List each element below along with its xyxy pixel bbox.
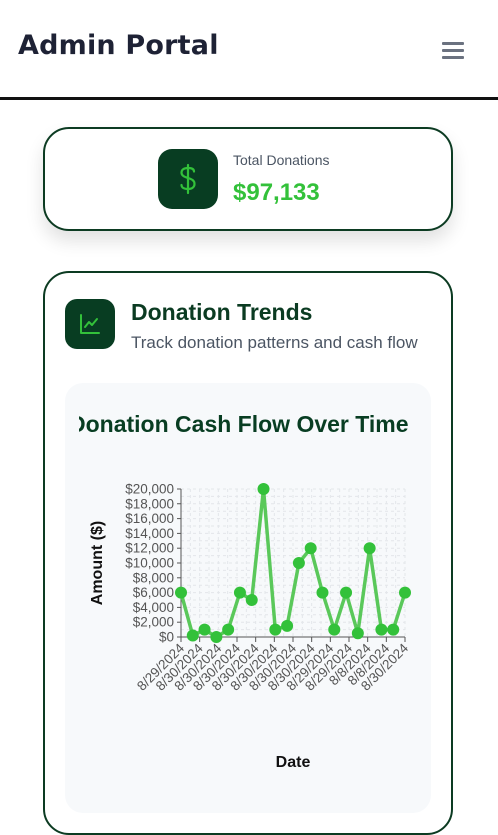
section-title: Donation Trends	[131, 299, 313, 325]
total-donations-card: Total Donations $97,133	[43, 127, 453, 231]
y-tick-label: $20,000	[125, 482, 174, 497]
data-point	[304, 542, 317, 555]
data-point	[340, 586, 353, 599]
data-point	[257, 483, 270, 495]
data-point	[269, 623, 282, 636]
stat-value: $97,133	[233, 179, 320, 206]
chart-panel: Donation Cash Flow Over Time $0 $2,000 $4,…	[65, 383, 431, 813]
y-tick-label: $4,000	[133, 600, 174, 615]
y-tick-label: $14,000	[125, 526, 174, 541]
x-axis-label: Date	[276, 754, 311, 771]
y-tick-label: $16,000	[125, 511, 174, 526]
line-chart-icon	[65, 299, 115, 349]
data-point	[245, 594, 258, 606]
dollar-icon	[158, 149, 218, 209]
data-point	[387, 623, 400, 636]
app-title: Admin Portal	[18, 30, 219, 61]
data-point	[175, 586, 187, 599]
y-tick-label: $18,000	[125, 496, 174, 511]
data-point	[292, 557, 305, 569]
y-tick-label: $0	[159, 630, 174, 645]
data-point	[281, 619, 294, 632]
data-point	[186, 629, 199, 642]
data-point	[198, 623, 211, 636]
data-point	[222, 623, 235, 636]
data-point	[363, 542, 376, 555]
data-point	[351, 627, 364, 640]
y-tick-label: $2,000	[133, 615, 174, 630]
data-point	[328, 623, 341, 636]
stat-label: Total Donations	[233, 152, 330, 168]
y-tick-label: $10,000	[125, 556, 174, 571]
data-point	[399, 586, 411, 599]
y-tick-label: $6,000	[133, 585, 174, 600]
data-point	[375, 623, 388, 636]
y-tick-label: $8,000	[133, 570, 174, 585]
chart-title: Donation Cash Flow Over Time	[79, 411, 409, 437]
y-axis-label: Amount ($)	[89, 521, 106, 605]
hamburger-menu-icon[interactable]	[440, 40, 466, 62]
data-point	[210, 631, 223, 643]
section-subtitle: Track donation patterns and cash flow	[131, 333, 418, 352]
data-point	[233, 586, 246, 599]
y-tick-label: $12,000	[125, 541, 174, 556]
chart-title-clip: Donation Cash Flow Over Time	[79, 411, 416, 447]
data-point	[316, 586, 329, 599]
donation-trends-card: Donation Trends Track donation patterns …	[43, 271, 453, 835]
line-chart: $0$2,000$4,000$6,000$8,000$10,000$12,000…	[89, 482, 411, 772]
app-header: Admin Portal	[0, 0, 498, 100]
